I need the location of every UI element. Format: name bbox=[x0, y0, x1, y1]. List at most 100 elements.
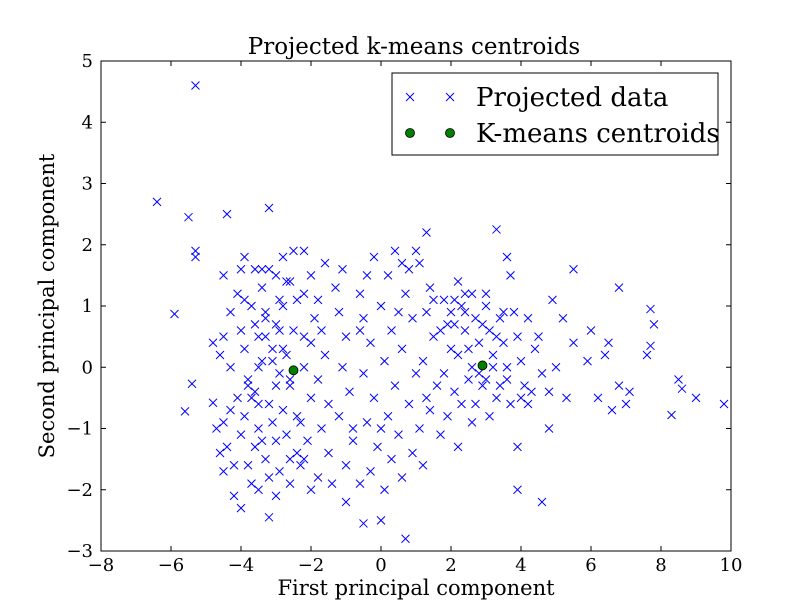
data-point bbox=[376, 301, 386, 311]
y-tick-label: 2 bbox=[82, 235, 93, 256]
x-tick-label: 6 bbox=[585, 555, 596, 576]
data-point bbox=[215, 350, 225, 360]
data-point bbox=[292, 411, 302, 421]
data-point bbox=[432, 381, 442, 390]
data-point bbox=[387, 454, 396, 464]
data-point bbox=[593, 393, 603, 403]
data-point bbox=[509, 307, 519, 317]
data-point bbox=[250, 387, 260, 397]
data-point bbox=[359, 369, 368, 378]
legend-label: K-means centroids bbox=[476, 119, 720, 149]
axes: −8 −6 −4 −2 0 2 4 6 8 10 −3 −2 −1 0 1 2 3 4 5 bbox=[66, 51, 742, 576]
data-point bbox=[348, 424, 358, 433]
data-point bbox=[264, 512, 274, 522]
data-point bbox=[303, 436, 312, 446]
data-point bbox=[551, 362, 561, 372]
data-point bbox=[397, 473, 407, 482]
data-point bbox=[243, 381, 253, 390]
data-point bbox=[604, 338, 613, 348]
legend-marker bbox=[445, 92, 455, 102]
legend-label: Projected data bbox=[476, 83, 668, 113]
data-point bbox=[674, 375, 683, 384]
data-point bbox=[530, 344, 540, 354]
data-point bbox=[537, 497, 547, 507]
data-point bbox=[513, 485, 522, 495]
data-point bbox=[320, 350, 330, 360]
data-point bbox=[271, 491, 281, 501]
data-point bbox=[341, 497, 351, 507]
data-point bbox=[411, 246, 421, 256]
data-point bbox=[184, 212, 193, 222]
data-point bbox=[464, 375, 473, 384]
x-tick-label: −2 bbox=[298, 555, 325, 576]
data-point bbox=[275, 326, 284, 335]
data-point bbox=[460, 326, 470, 335]
data-point bbox=[313, 295, 323, 305]
data-point bbox=[268, 418, 277, 427]
data-point bbox=[425, 283, 435, 292]
data-point bbox=[180, 406, 190, 416]
data-point bbox=[366, 338, 375, 348]
data-point bbox=[170, 309, 179, 319]
data-point bbox=[460, 289, 470, 299]
data-point bbox=[667, 410, 676, 420]
data-point bbox=[646, 304, 655, 314]
data-point bbox=[306, 271, 316, 280]
data-point bbox=[250, 442, 260, 452]
data-point bbox=[513, 442, 522, 452]
data-point bbox=[436, 326, 445, 335]
data-point bbox=[439, 369, 449, 378]
data-point bbox=[306, 485, 316, 495]
data-point bbox=[278, 301, 288, 311]
data-point bbox=[537, 369, 547, 378]
data-point bbox=[254, 485, 263, 495]
data-point bbox=[282, 350, 291, 360]
data-point bbox=[583, 356, 592, 366]
data-point bbox=[240, 252, 249, 262]
data-point bbox=[243, 375, 253, 384]
data-point bbox=[394, 307, 403, 317]
data-point bbox=[478, 381, 487, 390]
data-point bbox=[257, 283, 267, 292]
data-point bbox=[292, 448, 302, 458]
data-point bbox=[285, 277, 295, 286]
data-point bbox=[257, 264, 267, 274]
data-point bbox=[362, 271, 372, 280]
data-point bbox=[467, 289, 477, 299]
data-point bbox=[450, 387, 459, 397]
data-point bbox=[320, 258, 330, 268]
x-tick-label: −4 bbox=[228, 555, 255, 576]
data-point bbox=[275, 369, 284, 378]
data-point bbox=[313, 473, 323, 482]
data-point bbox=[502, 252, 512, 262]
data-point bbox=[369, 393, 379, 403]
data-point bbox=[614, 381, 624, 390]
y-tick-label: 1 bbox=[82, 296, 93, 317]
data-point bbox=[621, 399, 631, 409]
data-point bbox=[187, 379, 197, 389]
data-point bbox=[380, 485, 389, 495]
data-point bbox=[212, 424, 221, 433]
data-point bbox=[348, 436, 358, 446]
data-point bbox=[215, 448, 225, 458]
data-point bbox=[418, 356, 428, 366]
y-tick-label: −2 bbox=[66, 480, 93, 501]
data-point bbox=[390, 381, 400, 390]
data-point bbox=[271, 381, 281, 390]
data-point bbox=[544, 424, 554, 433]
data-point bbox=[282, 277, 291, 286]
data-point bbox=[285, 454, 295, 464]
data-point bbox=[506, 271, 515, 280]
data-point bbox=[506, 399, 515, 409]
data-point bbox=[264, 203, 274, 213]
data-point bbox=[394, 430, 403, 439]
data-point bbox=[264, 264, 274, 274]
data-point bbox=[233, 289, 242, 299]
data-point bbox=[278, 405, 288, 415]
data-point bbox=[219, 467, 228, 476]
data-point bbox=[338, 362, 347, 372]
data-point bbox=[607, 405, 617, 415]
data-point bbox=[481, 301, 491, 311]
data-point bbox=[229, 491, 239, 501]
data-point bbox=[383, 411, 393, 421]
